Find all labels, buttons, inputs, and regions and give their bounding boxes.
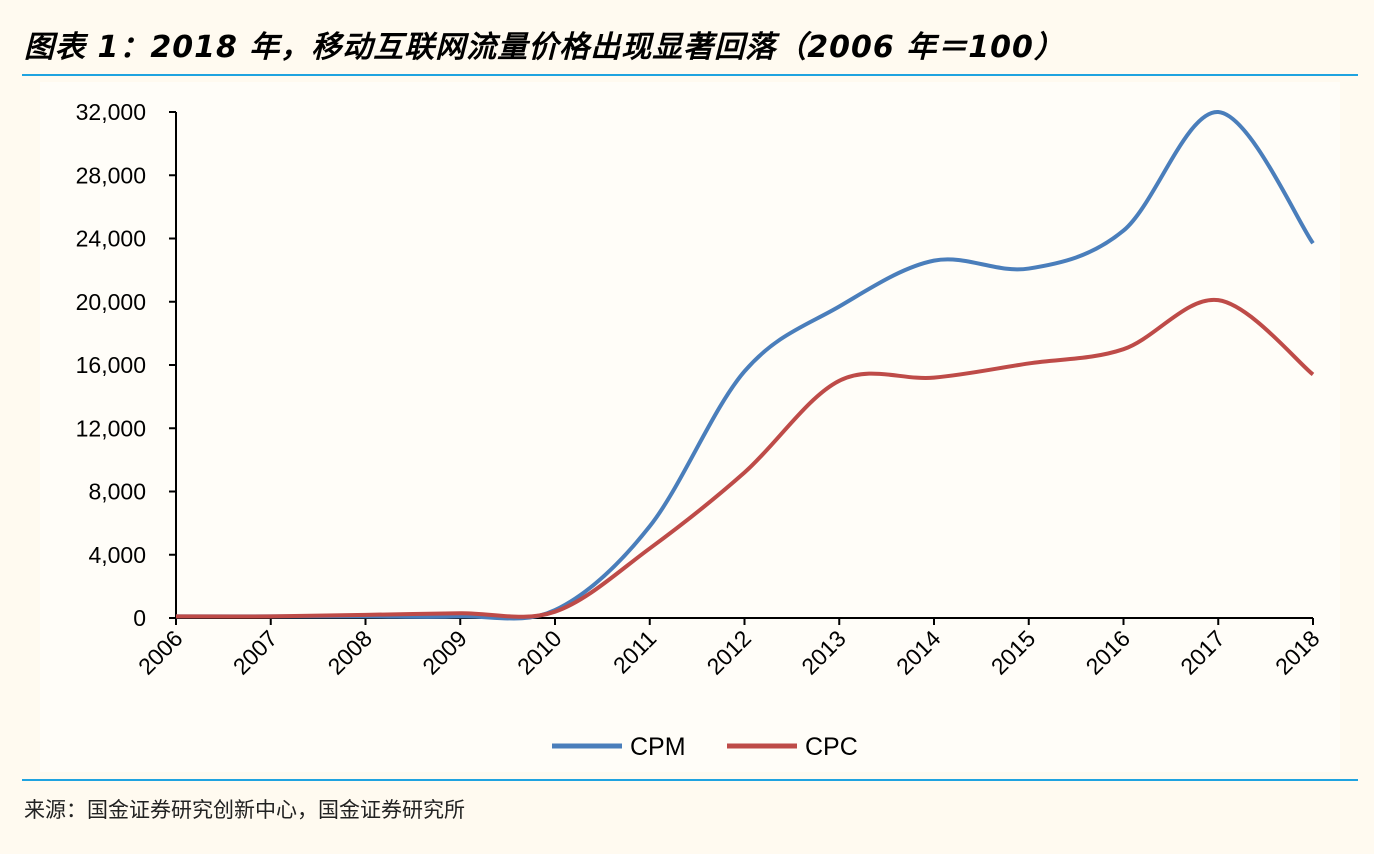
x-tick-label: 2018 [1270, 625, 1325, 680]
series-line-cpc [175, 298, 1315, 619]
y-tick-label: 32,000 [76, 99, 146, 125]
y-tick-label: 4,000 [88, 542, 146, 568]
x-tick-label: 2010 [512, 625, 567, 680]
x-tick-label: 2017 [1175, 625, 1230, 680]
legend-label-cpc: CPC [805, 733, 858, 761]
x-tick-label: 2009 [417, 625, 472, 680]
x-tick-label: 2007 [228, 625, 283, 680]
y-tick-label: 12,000 [76, 415, 146, 441]
x-tick-label: 2011 [608, 625, 661, 678]
x-tick-label: 2006 [133, 625, 188, 680]
chart-panel [40, 82, 1340, 772]
y-tick-label: 24,000 [76, 226, 146, 252]
legend-label-cpm: CPM [630, 733, 686, 761]
y-tick-label: 20,000 [76, 289, 146, 315]
x-tick-label: 2014 [891, 625, 946, 680]
y-tick-label: 0 [133, 605, 146, 631]
footer-divider [22, 779, 1358, 781]
title-divider [22, 74, 1358, 76]
x-tick-label: 2016 [1080, 625, 1135, 680]
source-note: 来源：国金证券研究创新中心，国金证券研究所 [24, 798, 465, 822]
x-tick-label: 2015 [986, 625, 1041, 680]
y-tick-label: 8,000 [88, 479, 146, 505]
series-line-cpm [176, 109, 1315, 621]
x-tick-label: 2008 [322, 625, 377, 680]
chart-title: 图表 1：2018 年，移动互联网流量价格出现显著回落（2006 年＝100） [24, 30, 1065, 65]
y-tick-label: 28,000 [76, 162, 146, 188]
x-tick-label: 2013 [796, 625, 851, 680]
y-tick-label: 16,000 [76, 352, 146, 378]
x-tick-label: 2012 [701, 625, 756, 680]
